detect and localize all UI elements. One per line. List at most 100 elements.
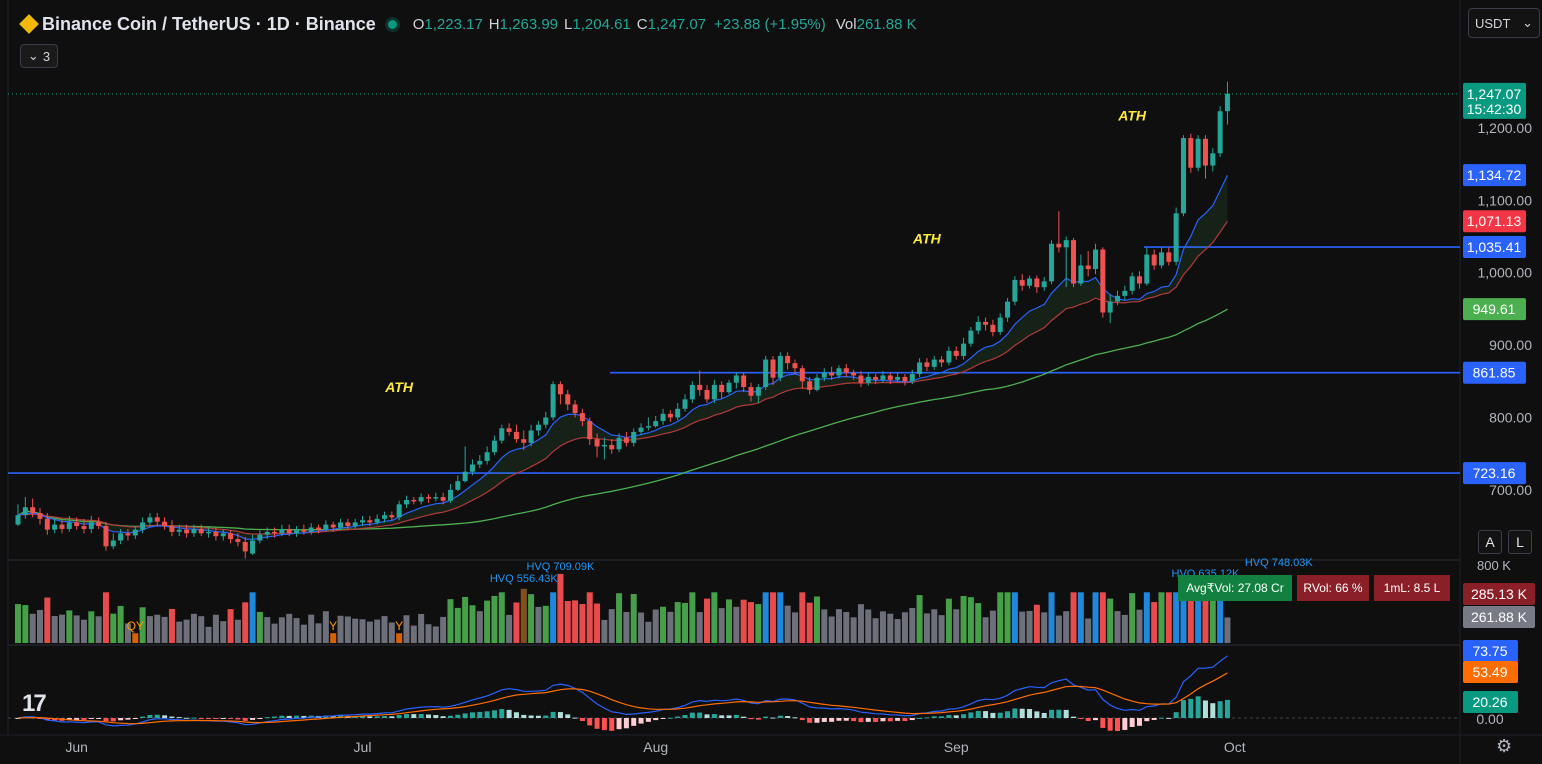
volume-bar	[462, 596, 469, 643]
volume-bar	[938, 615, 945, 643]
tradingview-logo-icon[interactable]: 17	[22, 690, 47, 717]
candle-body	[748, 387, 754, 396]
macd-histogram-bar	[1071, 716, 1077, 718]
volume-axis-label-text: 261.88 K	[1471, 609, 1528, 625]
candle-body	[1180, 138, 1186, 214]
volume-bar	[1041, 612, 1048, 643]
macd-histogram-bar	[382, 716, 387, 718]
candle-body	[689, 384, 695, 400]
volume-bar	[176, 621, 183, 643]
high-label: H	[488, 15, 500, 33]
macd-axis-label-bg	[1463, 691, 1518, 713]
auto-scale-button[interactable]: A	[1478, 530, 1502, 554]
indicators-collapse-button[interactable]: ⌄ 3	[20, 44, 58, 68]
volume-bar	[330, 633, 337, 643]
candle-body	[1144, 254, 1150, 284]
macd-histogram-bar	[499, 709, 505, 718]
candle	[535, 421, 541, 436]
macd-histogram-bar	[689, 712, 695, 718]
macd-histogram-bar	[726, 715, 732, 718]
volume-bar	[161, 616, 168, 643]
macd-histogram-bar	[1210, 703, 1216, 718]
price-axis-label-text: 1,035.41	[1467, 239, 1522, 255]
candle-body	[1012, 279, 1018, 302]
candle-body	[1151, 254, 1157, 266]
candle	[30, 498, 36, 518]
volume-bar	[432, 626, 439, 643]
volume-bar	[520, 588, 527, 643]
macd-histogram-bar	[15, 718, 21, 719]
volume-bar	[1077, 592, 1084, 643]
candle-body	[52, 524, 58, 530]
candle-body	[162, 521, 168, 527]
candle-body	[345, 522, 351, 527]
candle	[103, 521, 109, 551]
open-label: O	[412, 15, 425, 33]
volume-value: 261.88 K	[856, 15, 917, 33]
candle-body	[15, 515, 21, 525]
candle	[154, 513, 160, 527]
candle	[682, 394, 688, 412]
candle-body	[323, 524, 329, 530]
macd-histogram-bar	[851, 718, 857, 722]
macd-histogram-bar	[176, 717, 182, 719]
candle	[140, 517, 146, 534]
candle	[814, 374, 820, 392]
volume-bar	[506, 614, 513, 643]
log-scale-button[interactable]: L	[1508, 530, 1532, 554]
candle-body	[924, 362, 930, 367]
candle	[1093, 243, 1099, 275]
currency-select[interactable]: USDT ⌄	[1468, 8, 1540, 38]
macd-histogram-bar	[301, 715, 307, 718]
price-axis-label-bg	[1463, 82, 1526, 119]
candle	[403, 495, 409, 508]
macd-histogram-bar	[792, 717, 798, 719]
candle	[1224, 81, 1230, 125]
candle-body	[74, 522, 80, 527]
candle-body	[308, 527, 314, 532]
candle	[88, 515, 94, 534]
candle-body	[513, 431, 519, 440]
macd-histogram-bar	[579, 718, 585, 721]
macd-histogram-bar	[374, 716, 380, 718]
macd-histogram-bar	[447, 715, 453, 718]
candle	[1115, 290, 1120, 306]
candle	[851, 369, 857, 380]
candle	[425, 494, 431, 503]
candle-body	[719, 384, 725, 393]
candle-body	[484, 452, 490, 461]
candle-body	[799, 368, 805, 382]
volume-bar	[308, 614, 315, 643]
macd-histogram-bar	[411, 714, 417, 718]
macd-histogram-bar	[660, 718, 666, 719]
candle	[1100, 247, 1106, 318]
volume-marker: Y	[329, 619, 337, 633]
candle	[242, 536, 248, 559]
symbol-title[interactable]: Binance Coin / TetherUS · 1D · Binance	[42, 13, 376, 34]
volume-bar	[1136, 609, 1143, 643]
volume-bar	[960, 596, 967, 643]
macd-histogram-bar	[961, 714, 967, 718]
macd-histogram-bar	[154, 714, 160, 718]
volume-bar	[418, 613, 425, 643]
candle	[1034, 275, 1040, 293]
volume-bar	[601, 619, 608, 643]
volume-bar	[36, 609, 43, 643]
candle-body	[616, 437, 622, 450]
candle	[433, 492, 439, 502]
candle	[323, 520, 329, 532]
macd-histogram-bar	[198, 718, 204, 719]
volume-bar	[51, 615, 58, 643]
candle	[484, 446, 490, 465]
candle	[198, 524, 204, 537]
price-axis-label-bg	[1463, 361, 1526, 384]
volume-bar	[997, 592, 1004, 643]
candle	[1158, 247, 1164, 269]
chevron-down-icon: ⌄	[1522, 15, 1533, 30]
settings-gear-icon[interactable]: ⚙	[1496, 736, 1513, 756]
candle	[1173, 207, 1179, 266]
candle	[946, 346, 952, 366]
candle-body	[418, 497, 424, 502]
macd-histogram-bar	[873, 718, 879, 722]
